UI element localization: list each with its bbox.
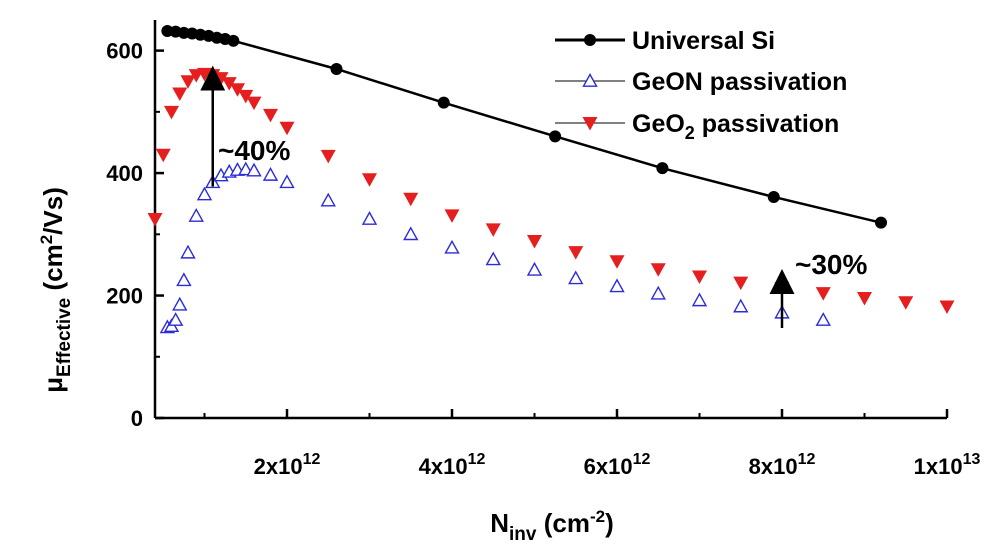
series-1-point — [444, 239, 460, 254]
series-1-point — [176, 272, 192, 287]
series-1-point — [691, 292, 708, 307]
series-1-point — [485, 251, 501, 266]
series-1-point — [279, 174, 295, 189]
series-2-point — [485, 223, 501, 237]
series-2-point — [444, 209, 460, 223]
series-2-point — [238, 89, 254, 104]
series-1-point — [180, 244, 196, 259]
y-tick-label: 0 — [131, 406, 143, 431]
series-1-point — [650, 285, 666, 300]
legend-label-geon: GeON passivation — [632, 68, 847, 96]
series-1-point — [815, 312, 831, 326]
y-tick-label: 600 — [106, 39, 143, 64]
series-2-point — [650, 263, 666, 277]
legend-marker-geon — [582, 73, 598, 87]
series-2-point — [221, 77, 237, 91]
series-0-point — [437, 96, 450, 109]
series-1-point — [526, 261, 543, 276]
y-axis-label: μEffective (cm2/Vs) — [37, 187, 75, 393]
series-1-point — [568, 270, 584, 285]
series-0-point — [549, 130, 562, 143]
series-1-point — [246, 162, 262, 177]
x-tick-label: 2x1012 — [254, 451, 321, 479]
series-2-point — [279, 121, 295, 136]
series-2-point — [246, 96, 262, 111]
x-tick-label: 6x1012 — [584, 451, 651, 479]
series-0-point — [330, 62, 343, 75]
series-0-point — [767, 190, 780, 203]
series-2-point — [320, 149, 336, 164]
series-1-point — [361, 211, 378, 225]
series-1-point — [320, 192, 336, 207]
series-2-point — [692, 270, 707, 285]
series-0-point — [656, 162, 669, 175]
series-1-point — [403, 226, 419, 241]
series-2-point — [939, 300, 955, 315]
x-tick-label: 4x1012 — [419, 451, 486, 479]
series-2-point — [230, 83, 245, 97]
legend-marker-universal-si — [584, 34, 596, 46]
y-tick-label: 400 — [106, 161, 143, 186]
annotation-30pct: ~30% — [795, 249, 867, 280]
series-2-point — [733, 276, 749, 291]
series-1-point — [172, 296, 188, 311]
series-2-point — [403, 192, 419, 207]
series-1-point — [262, 166, 279, 181]
series-2-point — [172, 87, 188, 101]
x-axis-label: Ninv (cm-2) — [490, 507, 614, 545]
series-2-point — [362, 173, 377, 187]
series-2-point — [815, 287, 831, 301]
series-1-point — [609, 278, 625, 293]
series-1-point — [238, 161, 254, 176]
x-tick-label: 8x1012 — [749, 451, 816, 479]
series-1-point — [188, 207, 204, 222]
series-1-point — [733, 298, 749, 313]
series-2-point — [147, 213, 163, 227]
plot-area: 0 200 400 600 2x1012 4x1012 6x1012 8x1012 1x1013… — [106, 20, 980, 479]
legend: Universal Si GeON passivation GeO2 passiva… — [555, 27, 847, 143]
series-2-point — [568, 246, 584, 260]
series-2-point — [857, 291, 872, 306]
series-1-point — [167, 312, 184, 326]
legend-label-geo2: GeO2 passivation — [632, 110, 839, 143]
series-2-point — [164, 105, 179, 120]
series-0-point — [875, 216, 887, 229]
series-1-point — [196, 186, 213, 201]
x-tick-label: 1x1013 — [914, 451, 981, 479]
series-2-point — [263, 108, 278, 123]
legend-label-universal-si: Universal Si — [632, 27, 775, 55]
series-2-point — [527, 235, 542, 249]
y-tick-label: 200 — [106, 284, 143, 309]
series-0-point — [227, 34, 240, 47]
series-2-point — [609, 255, 625, 269]
legend-marker-geo2 — [582, 117, 598, 131]
series-2-point — [180, 75, 196, 89]
series-2-point — [155, 148, 171, 163]
annotation-40pct: ~40% — [218, 135, 290, 166]
series-2-point — [898, 296, 914, 310]
